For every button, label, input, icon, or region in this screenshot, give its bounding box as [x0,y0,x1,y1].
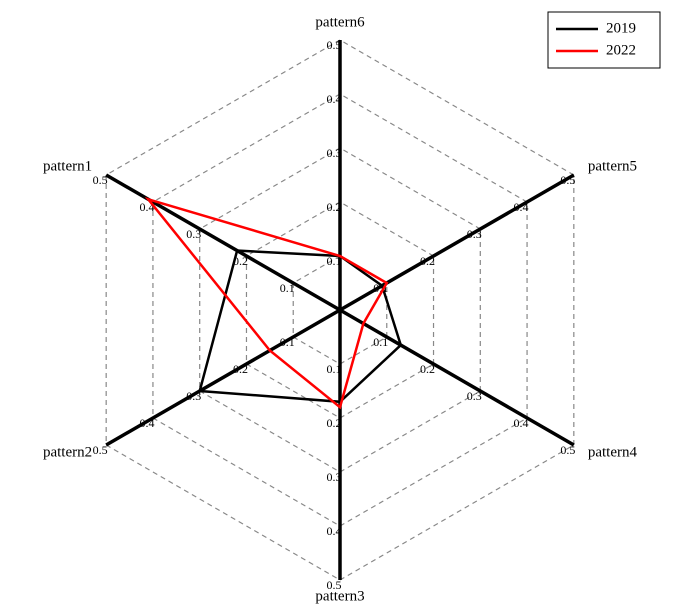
r-tick-label: 0.3 [327,146,342,160]
legend-label: 2019 [606,20,636,36]
category-label: pattern5 [588,158,637,174]
r-tick-label: 0.5 [93,173,108,187]
r-tick-label: 0.3 [186,227,201,241]
r-tick-label: 0.3 [186,389,201,403]
legend-box [547,11,661,69]
r-tick-label: 0.5 [560,443,575,457]
category-label: pattern3 [315,588,364,604]
r-tick-label: 0.5 [327,578,342,592]
category-label: pattern4 [588,445,638,461]
series-line [144,196,389,410]
category-label: pattern2 [43,445,92,461]
r-tick-label: 0.4 [514,416,529,430]
r-tick-label: 0.5 [560,173,575,187]
r-tick-label: 0.3 [327,470,342,484]
r-tick-label: 0.1 [280,335,295,349]
axis-spoke [339,308,575,447]
r-tick-label: 0.2 [233,254,248,268]
r-tick-label: 0.2 [233,362,248,376]
r-tick-label: 0.1 [280,281,295,295]
r-tick-label: 0.5 [93,443,108,457]
r-tick-label: 0.4 [327,524,342,538]
r-tick-label: 0.4 [139,200,154,214]
axis-spoke [339,173,575,312]
r-tick-label: 0.2 [327,200,342,214]
legend-label: 2022 [606,42,636,58]
r-tick-label: 0.2 [420,254,435,268]
axis-spoke [105,308,341,447]
r-tick-label: 0.4 [327,92,342,106]
r-tick-label: 0.1 [327,362,342,376]
category-label: pattern6 [315,14,365,30]
category-label: pattern1 [43,158,92,174]
r-tick-label: 0.5 [327,38,342,52]
r-tick-label: 0.3 [467,389,482,403]
r-tick-label: 0.4 [514,200,529,214]
r-tick-label: 0.4 [139,416,154,430]
r-tick-label: 0.3 [467,227,482,241]
axis-spoke [105,173,341,312]
r-tick-label: 0.1 [327,254,342,268]
r-tick-label: 0.2 [327,416,342,430]
r-tick-label: 0.2 [420,362,435,376]
r-tick-label: 0.1 [373,335,388,349]
